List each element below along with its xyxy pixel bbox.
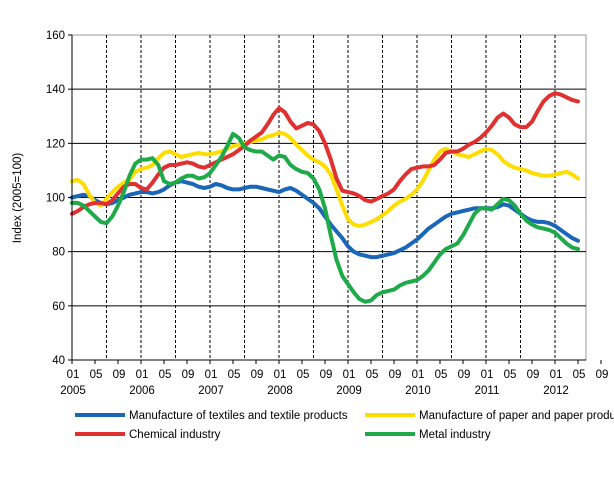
x-tick-label: 01 [136, 369, 149, 381]
x-year-label: 2005 [60, 385, 86, 397]
x-year-label: 2006 [129, 385, 155, 397]
y-tick-label: 60 [52, 301, 65, 313]
x-tick-label: 05 [159, 369, 172, 381]
y-tick-label: 140 [46, 84, 65, 96]
x-tick-label: 01 [205, 369, 218, 381]
x-tick-label: 09 [389, 369, 402, 381]
series-line-1 [70, 179, 580, 260]
x-year-label: 2012 [543, 385, 569, 397]
x-year-label: 2009 [336, 385, 362, 397]
x-tick-label: 01 [412, 369, 425, 381]
y-tick-label: 80 [52, 247, 65, 259]
legend: Manufacture of textiles and textile prod… [75, 410, 614, 441]
y-tick-label: 160 [46, 30, 65, 42]
x-tick-label: 01 [67, 369, 80, 381]
legend-label: Chemical industry [129, 429, 221, 441]
series-lines [70, 91, 580, 304]
x-year-label: 2008 [267, 385, 293, 397]
x-tick-label: 09 [527, 369, 540, 381]
axes: 40 60 80 100 120 140 160 01 05 09 01 05 09 01 05 09 01 05… [46, 30, 609, 397]
legend-label: Metal industry [419, 429, 491, 441]
x-tick-label: 05 [366, 369, 379, 381]
y-tick-label: 100 [46, 193, 65, 205]
x-tick-label: 09 [596, 369, 609, 381]
x-tick-label: 05 [90, 369, 103, 381]
y-axis-label: Index (2005=100) [12, 153, 24, 244]
y-tick-label: 120 [46, 138, 65, 150]
x-tick-label: 09 [182, 369, 195, 381]
x-year-label: 2011 [475, 385, 500, 397]
x-tick-label: 09 [251, 369, 264, 381]
x-tick-label: 01 [550, 369, 563, 381]
grid [71, 34, 587, 361]
y-tick-label: 40 [52, 355, 65, 367]
x-tick-label: 01 [343, 369, 356, 381]
legend-label: Manufacture of paper and paper products [419, 410, 614, 422]
x-tick-label: 05 [228, 369, 241, 381]
x-tick-label: 09 [113, 369, 126, 381]
series-line-3 [70, 91, 580, 216]
x-year-label: 2007 [198, 385, 224, 397]
legend-label: Manufacture of textiles and textile prod… [129, 410, 348, 422]
x-tick-label: 05 [504, 369, 517, 381]
x-tick-label: 01 [481, 369, 494, 381]
x-tick-label: 05 [435, 369, 448, 381]
series-line-4 [70, 131, 580, 304]
x-tick-label: 01 [274, 369, 287, 381]
x-tick-label: 05 [573, 369, 586, 381]
x-tick-label: 09 [458, 369, 471, 381]
x-tick-label: 09 [320, 369, 333, 381]
x-tick-label: 05 [297, 369, 310, 381]
x-year-label: 2010 [405, 385, 431, 397]
